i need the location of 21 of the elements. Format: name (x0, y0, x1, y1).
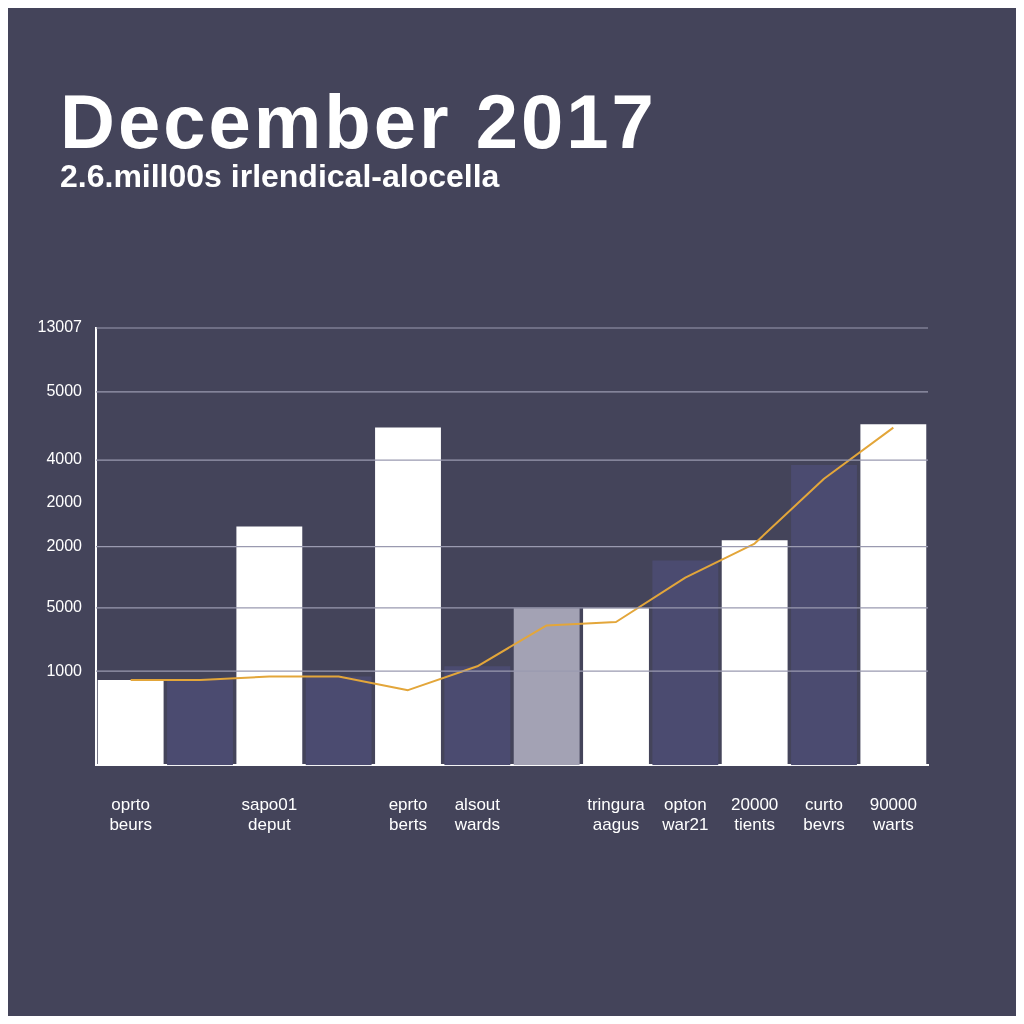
x-tick-label: 90000 warts (869, 795, 917, 835)
x-tick-label: 20000 tients (731, 795, 779, 835)
bar (652, 560, 719, 766)
bar (167, 679, 233, 766)
text: 13007 (37, 318, 83, 336)
text: 4000 (46, 450, 83, 468)
text: 5000 (46, 382, 83, 400)
x-tick-label: curto bevrs (803, 795, 845, 835)
x-tick-label: oprto beurs (109, 795, 152, 835)
bar (305, 676, 372, 766)
text: 2000 (46, 537, 83, 555)
x-tick-label: opton war21 (661, 795, 709, 835)
text: 5000 (46, 598, 83, 616)
x-tick-label: alsout wards (453, 795, 501, 835)
bar (791, 465, 857, 766)
bar (444, 666, 511, 766)
x-tick-label: eprto berts (388, 795, 428, 835)
x-tick-label: tringura aagus (587, 795, 646, 835)
x-tick-label: sapo01 deput (241, 795, 298, 835)
text: 2000 (46, 493, 83, 511)
text: 1000 (46, 661, 83, 679)
